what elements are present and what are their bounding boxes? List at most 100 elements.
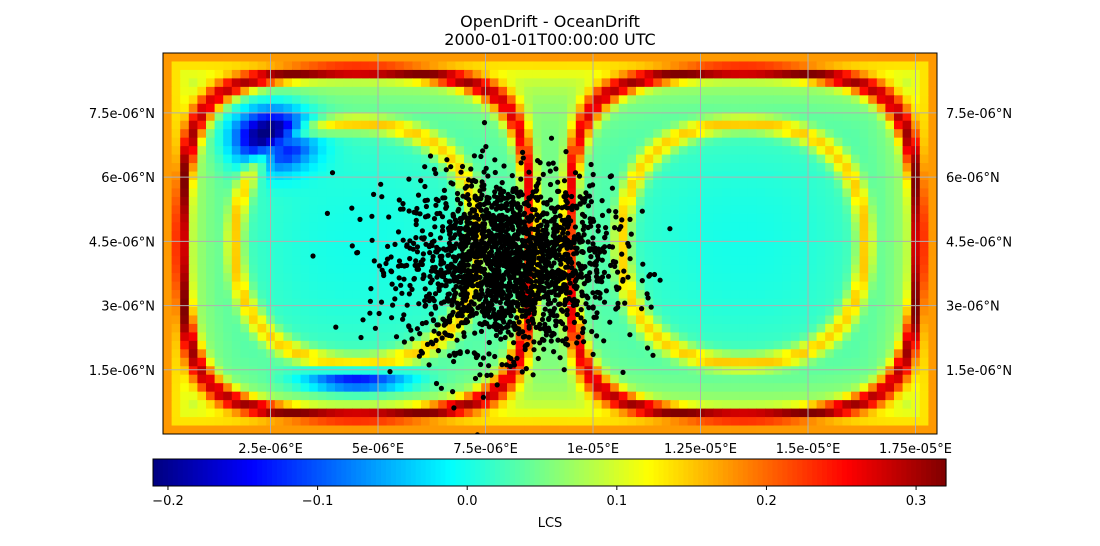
heatmap-cell	[808, 205, 818, 215]
heatmap-cell	[782, 281, 792, 291]
heatmap-cell	[352, 112, 362, 122]
heatmap-cell	[808, 323, 818, 333]
heatmap-cell	[274, 247, 284, 257]
particle	[401, 339, 407, 345]
heatmap-cell	[739, 230, 749, 240]
heatmap-cell	[722, 273, 732, 283]
heatmap-cell	[309, 180, 319, 190]
heatmap-cell	[885, 171, 895, 181]
heatmap-cell	[601, 366, 611, 376]
heatmap-cell	[412, 103, 422, 113]
heatmap-cell	[171, 332, 181, 342]
heatmap-cell	[722, 213, 732, 223]
heatmap-cell	[756, 357, 766, 367]
heatmap-cell	[661, 290, 671, 300]
heatmap-cell	[687, 205, 697, 215]
heatmap-cell	[206, 222, 216, 232]
heatmap-cell	[790, 391, 800, 401]
heatmap-cell	[335, 281, 345, 291]
heatmap-cell	[593, 171, 603, 181]
heatmap-cell	[808, 400, 818, 410]
heatmap-cell	[498, 171, 508, 181]
heatmap-cell	[722, 281, 732, 291]
heatmap-cell	[214, 374, 224, 384]
heatmap-cell	[894, 349, 904, 359]
heatmap-cell	[928, 180, 937, 190]
heatmap-cell	[575, 366, 585, 376]
heatmap-cell	[446, 120, 456, 130]
heatmap-cell	[343, 391, 353, 401]
heatmap-cell	[747, 69, 757, 79]
heatmap-cell	[653, 357, 663, 367]
heatmap-cell	[309, 298, 319, 308]
heatmap-cell	[360, 357, 370, 367]
heatmap-cell	[593, 103, 603, 113]
heatmap-cell	[902, 112, 912, 122]
heatmap-cell	[876, 340, 886, 350]
heatmap-cell	[326, 374, 336, 384]
heatmap-cell	[825, 247, 835, 257]
heatmap-cell	[188, 425, 198, 434]
heatmap-cell	[868, 196, 878, 206]
heatmap-cell	[644, 146, 654, 156]
heatmap-cell	[171, 120, 181, 130]
heatmap-cell	[378, 383, 388, 393]
heatmap-cell	[223, 129, 233, 139]
heatmap-cell	[713, 247, 723, 257]
particle	[367, 298, 373, 304]
heatmap-cell	[489, 163, 499, 173]
heatmap-cell	[859, 53, 869, 63]
heatmap-cell	[687, 53, 697, 63]
heatmap-cell	[455, 61, 465, 71]
heatmap-cell	[679, 180, 689, 190]
heatmap-cell	[455, 78, 465, 88]
heatmap-cell	[472, 78, 482, 88]
heatmap-cell	[859, 357, 869, 367]
particle	[471, 153, 477, 159]
heatmap-cell	[679, 188, 689, 198]
heatmap-cell	[274, 340, 284, 350]
heatmap-cell	[670, 230, 680, 240]
heatmap-cell	[180, 247, 190, 257]
heatmap-cell	[704, 69, 714, 79]
heatmap-cell	[386, 332, 396, 342]
heatmap-cell	[197, 256, 207, 266]
heatmap-cell	[842, 213, 852, 223]
heatmap-cell	[257, 273, 267, 283]
heatmap-cell	[670, 290, 680, 300]
heatmap-cell	[747, 391, 757, 401]
heatmap-cell	[799, 137, 809, 147]
heatmap-cell	[231, 332, 241, 342]
heatmap-cell	[747, 349, 757, 359]
heatmap-cell	[765, 332, 775, 342]
heatmap-cell	[395, 188, 405, 198]
heatmap-cell	[756, 298, 766, 308]
heatmap-cell	[687, 78, 697, 88]
heatmap-cell	[507, 180, 517, 190]
heatmap-cell	[842, 239, 852, 249]
heatmap-cell	[386, 95, 396, 105]
heatmap-cell	[206, 171, 216, 181]
heatmap-cell	[928, 154, 937, 164]
heatmap-cell	[395, 408, 405, 418]
heatmap-cell	[326, 391, 336, 401]
heatmap-cell	[446, 137, 456, 147]
heatmap-cell	[653, 61, 663, 71]
heatmap-cell	[558, 53, 568, 63]
heatmap-cell	[274, 213, 284, 223]
heatmap-cell	[163, 290, 173, 300]
heatmap-cell	[180, 408, 190, 418]
heatmap-cell	[782, 315, 792, 325]
heatmap-cell	[171, 281, 181, 291]
heatmap-cell	[610, 171, 620, 181]
heatmap-cell	[636, 273, 646, 283]
heatmap-cell	[421, 120, 431, 130]
heatmap-cell	[197, 315, 207, 325]
heatmap-cell	[610, 154, 620, 164]
heatmap-cell	[214, 180, 224, 190]
heatmap-cell	[799, 213, 809, 223]
heatmap-cell	[618, 239, 628, 249]
heatmap-cell	[919, 247, 929, 257]
heatmap-cell	[283, 61, 293, 71]
heatmap-cell	[292, 196, 302, 206]
